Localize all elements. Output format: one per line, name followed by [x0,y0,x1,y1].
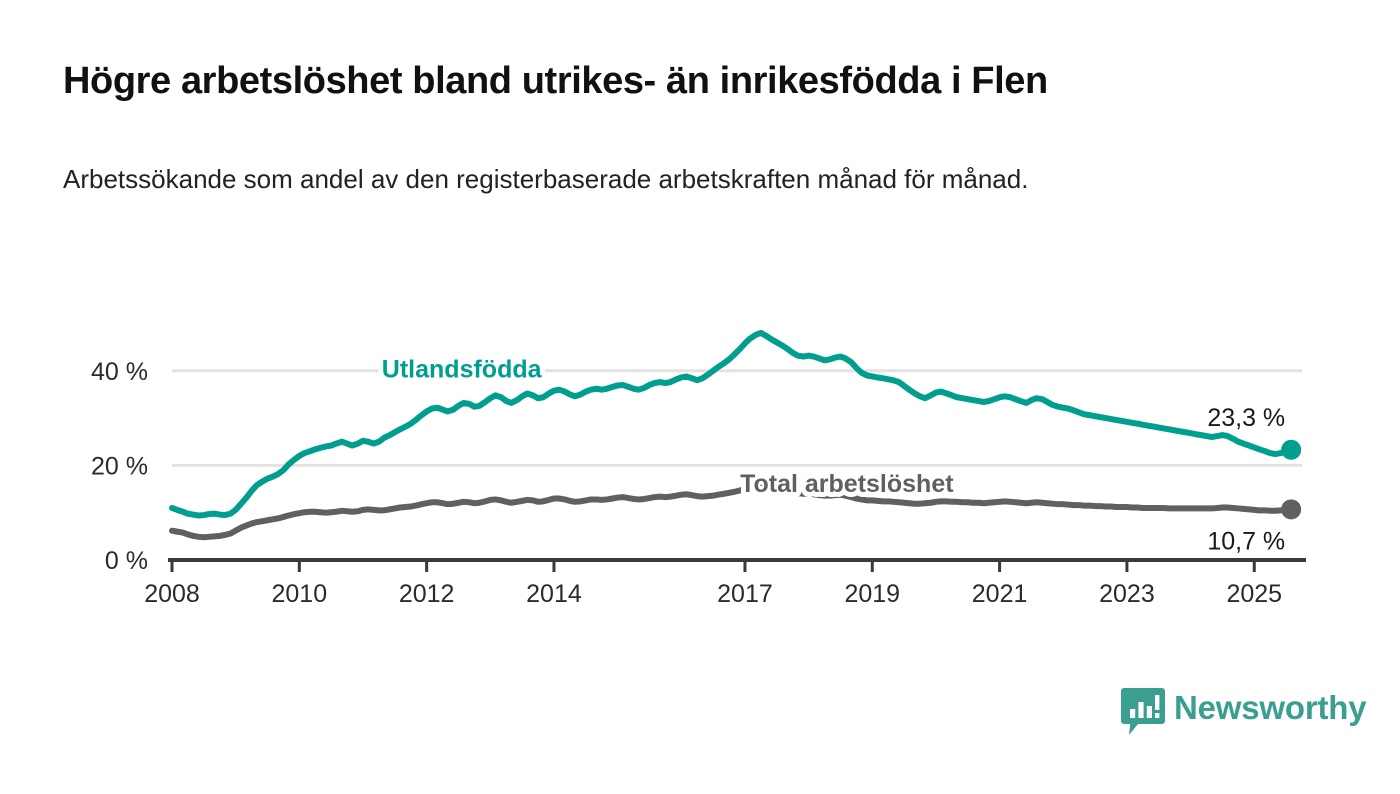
x-tick-label: 2014 [526,580,582,608]
y-tick-label: 0 % [105,547,148,575]
x-tick-label: 2021 [972,580,1028,608]
newsworthy-logo-text: Newsworthy [1174,689,1367,726]
gridlines [172,369,1302,467]
page-subtitle: Arbetssökande som andel av den registerb… [63,164,1029,194]
x-tick-label: 2023 [1099,580,1155,608]
endpoint-dot-1 [1281,439,1302,460]
x-axis-labels: 2008 2010 2012 2014 2017 2019 2021 2023 2025 [144,580,1282,608]
page-title: Högre arbetslöshet bland utrikes- än inr… [63,60,1048,102]
x-tick-label: 2025 [1226,580,1282,608]
newsworthy-logo-icon [1120,687,1166,737]
series-label-2: Total arbetslöshet [740,470,954,498]
x-tick-label: 2012 [399,580,455,608]
x-tick-label: 2017 [717,580,773,608]
x-axis-ticks [170,560,1256,572]
y-tick-label: 20 % [91,452,148,480]
endpoint-dot-2 [1281,499,1302,520]
endpoint-label-1: 23,3 % [1207,404,1285,432]
x-tick-label: 2019 [844,580,900,608]
y-tick-label: 40 % [91,358,148,386]
series-label-halo: Total arbetslöshet [740,470,954,498]
endpoint-label-2: 10,7 % [1207,527,1285,555]
x-tick-label: 2010 [272,580,328,608]
series-lines [169,329,1295,541]
series-label-halo: Utlandsfödda [382,355,543,383]
series-line-1 [169,329,1295,519]
x-tick-label: 2008 [144,580,200,608]
series-endpoints: 23,3 % 10,7 % [1207,404,1302,555]
y-axis-labels: 0 % 20 % 40 % [91,358,148,575]
series-label-1: Utlandsfödda [382,355,543,383]
series-line-2 [169,482,1295,541]
